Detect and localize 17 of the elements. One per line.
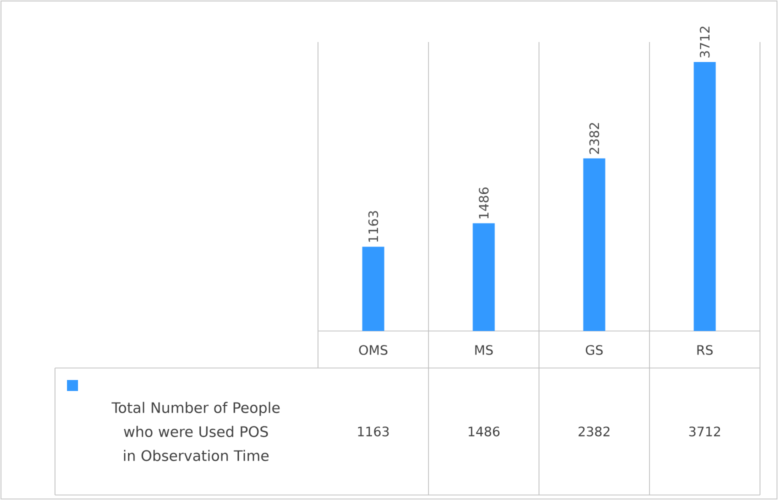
x-tick-label: MS (475, 345, 493, 355)
text: Total Number of People who were Used POS in Observation Time (112, 402, 280, 462)
bar (694, 62, 716, 331)
text: 1163 (368, 211, 378, 242)
data-label: 3712 (689, 426, 720, 436)
x-tick-label: GS (586, 345, 603, 355)
text: 3712 (700, 26, 710, 58)
bar (472, 223, 495, 331)
text: 2382 (589, 123, 600, 154)
data-label: 2382 (578, 426, 610, 436)
data-label: 1486 (468, 426, 500, 436)
bar (362, 246, 384, 331)
bar (583, 158, 606, 331)
x-tick-label: RS (697, 345, 713, 355)
data-label: 1163 (358, 426, 389, 436)
text: 1486 (478, 188, 489, 218)
x-tick-label: OMS (359, 345, 388, 355)
